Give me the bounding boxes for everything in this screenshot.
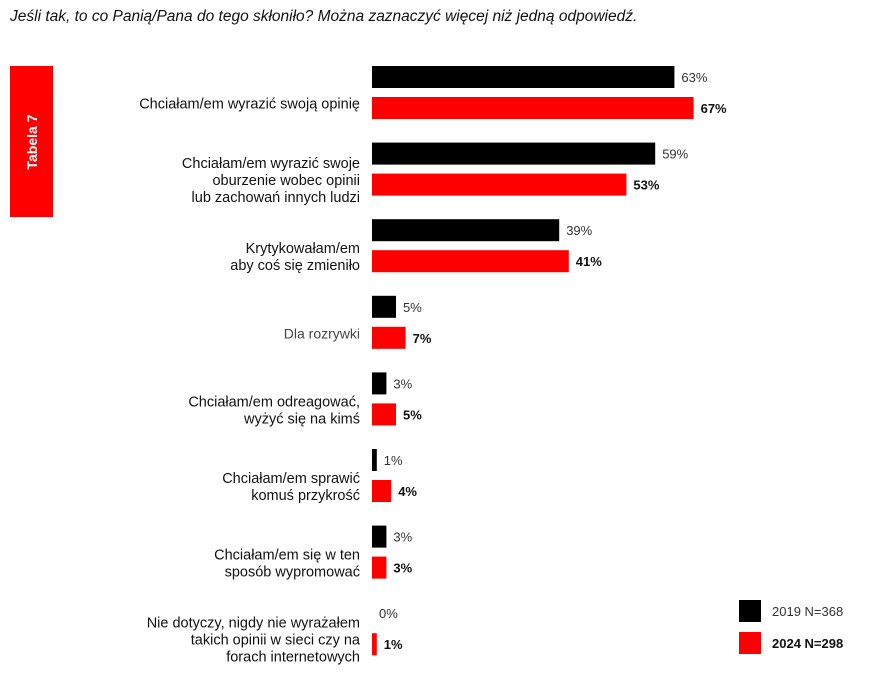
bar-2024 [372, 326, 406, 349]
category-label: Krytykowałam/em aby coś się zmieniło [230, 241, 360, 274]
data-label-2019: 0% [379, 606, 398, 621]
bar-2019 [372, 142, 656, 165]
data-label-2024: 1% [384, 637, 403, 652]
data-label-2024: 3% [393, 561, 412, 576]
data-label-2024: 4% [398, 484, 417, 499]
legend-label-2019: 2019 N=368 [772, 604, 843, 619]
category-label: Nie dotyczy, nigdy nie wyrażałem takich o… [147, 616, 361, 666]
category-label: Dla rozrywki [284, 325, 360, 341]
bar-2024 [372, 173, 627, 196]
data-label-2019: 3% [393, 376, 412, 391]
category-label: Chciałam/em odreagować, wyżyć się na kimś [188, 394, 360, 427]
legend-label-2024: 2024 N=298 [772, 636, 843, 651]
bar-2019 [372, 449, 377, 471]
legend-swatch-2019 [739, 600, 761, 622]
data-label-2024: 7% [413, 331, 432, 346]
bar-2024 [372, 480, 392, 502]
category-label: Chciałam/em wyrazić swoją opinię [139, 97, 360, 113]
data-label-2019: 1% [384, 453, 403, 468]
data-label-2019: 5% [403, 300, 422, 315]
bar-2024 [372, 633, 377, 656]
bar-2019 [372, 525, 387, 548]
data-label-2024: 5% [403, 407, 422, 422]
bar-2024 [372, 556, 387, 579]
data-label-2024: 67% [701, 101, 727, 116]
category-label: Chciałam/em sprawić komuś przykrość [222, 471, 360, 504]
data-label-2019: 39% [566, 223, 592, 238]
category-label: Chciałam/em wyrazić swoje oburzenie wobec… [182, 156, 360, 206]
legend-swatch-2024 [739, 632, 761, 654]
bar-2019 [372, 66, 675, 88]
bar-2019 [372, 219, 560, 242]
data-label-2024: 53% [633, 178, 659, 193]
data-label-2019: 59% [662, 147, 688, 162]
category-label: Chciałam/em się w ten sposób wypromować [214, 548, 360, 581]
bar-2019 [372, 295, 396, 318]
bar-2024 [372, 250, 569, 273]
bar-2024 [372, 97, 694, 119]
data-label-2019: 63% [681, 70, 707, 85]
bar-2019 [372, 372, 387, 395]
data-label-2024: 41% [576, 254, 602, 269]
chart-question-title: Jeśli tak, to co Panią/Pana do tego skło… [10, 8, 638, 25]
data-label-2019: 3% [393, 530, 412, 545]
side-tab: Tabela 7 [10, 66, 53, 217]
bar-2024 [372, 403, 396, 426]
